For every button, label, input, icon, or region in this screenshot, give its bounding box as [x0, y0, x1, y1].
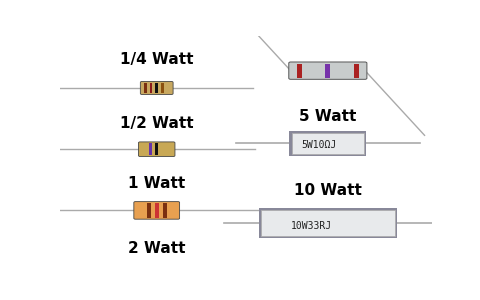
Text: 1 Watt: 1 Watt: [128, 176, 185, 191]
Bar: [168, 143, 171, 155]
Bar: [163, 203, 167, 218]
Bar: [155, 203, 159, 218]
Bar: [150, 83, 153, 93]
Bar: [291, 133, 364, 154]
Bar: [155, 143, 158, 155]
Bar: [354, 64, 359, 78]
Bar: [259, 208, 397, 239]
Bar: [297, 64, 302, 78]
Bar: [143, 143, 145, 155]
Bar: [147, 203, 151, 218]
Text: 2 Watt: 2 Watt: [128, 241, 185, 256]
Text: 10 Watt: 10 Watt: [294, 183, 362, 198]
Text: 10W33RJ: 10W33RJ: [291, 221, 332, 231]
Bar: [325, 64, 330, 78]
Bar: [149, 143, 152, 155]
FancyBboxPatch shape: [134, 202, 180, 219]
FancyBboxPatch shape: [140, 82, 173, 94]
Text: 5 Watt: 5 Watt: [299, 109, 357, 124]
Bar: [144, 83, 147, 93]
Text: 1/2 Watt: 1/2 Watt: [120, 116, 193, 131]
Text: 1/4 Watt: 1/4 Watt: [120, 52, 193, 67]
Bar: [156, 83, 158, 93]
Text: 5W10ΩJ: 5W10ΩJ: [301, 140, 337, 151]
Bar: [171, 203, 175, 218]
Bar: [289, 131, 366, 156]
Bar: [162, 143, 165, 155]
Bar: [161, 83, 164, 93]
Bar: [167, 83, 169, 93]
FancyBboxPatch shape: [289, 62, 367, 79]
FancyBboxPatch shape: [139, 142, 175, 157]
Bar: [139, 203, 143, 218]
Bar: [261, 210, 395, 236]
